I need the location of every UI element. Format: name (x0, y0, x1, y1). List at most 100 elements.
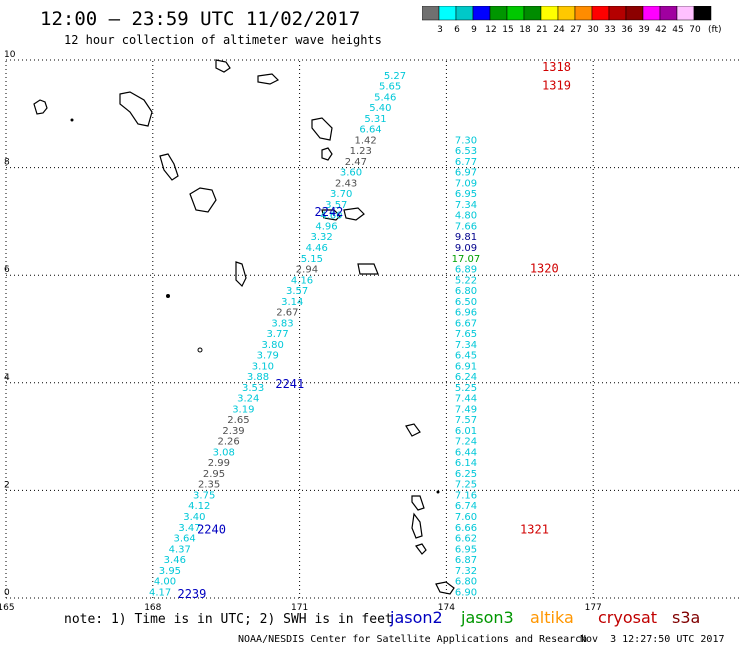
colorbar-label: 33 (604, 25, 615, 35)
colorbar-legend: 3 6 9 12 15 18 21 24 27 30 33 36 39 42 45 70 (ft) (422, 6, 722, 35)
swh-value: 3.57 (286, 286, 308, 297)
colorbar-label: 12 (485, 25, 496, 35)
y-tick-label: 4 (4, 373, 10, 383)
island-outline (119, 91, 153, 127)
swh-value: 6.62 (455, 534, 477, 545)
note-text: note: 1) Time is in UTC; 2) SWH is in fe… (64, 612, 393, 627)
colorbar-label: 21 (536, 25, 547, 35)
swh-value: 6.25 (455, 469, 477, 480)
swh-value: 6.80 (455, 577, 477, 588)
swh-value: 1.23 (350, 146, 372, 157)
pass-label: 2241 (275, 377, 304, 391)
swh-value: 6.77 (455, 157, 477, 168)
swh-value: 3.79 (257, 351, 279, 362)
swh-value: 3.46 (164, 555, 186, 566)
swh-value: 7.57 (455, 415, 477, 426)
swh-value: 7.32 (455, 566, 477, 577)
island-outline (343, 207, 365, 221)
y-tick-label: 10 (4, 50, 16, 60)
y-tick-label: 0 (4, 588, 10, 598)
island-outlines (33, 59, 455, 595)
island-outline (189, 187, 217, 213)
colorbar-label: 6 (454, 25, 460, 35)
swh-value: 4.12 (188, 501, 210, 512)
y-tick-label: 8 (4, 158, 10, 168)
swh-value: 6.96 (455, 308, 477, 319)
swh-value: 5.25 (455, 383, 477, 394)
swh-value: 3.47 (178, 523, 200, 534)
x-tick-label: 177 (585, 603, 602, 613)
colorbar-label: 36 (621, 25, 633, 35)
colorbar-label: 45 (672, 25, 683, 35)
swh-value: 5.65 (379, 82, 401, 93)
swh-value: 7.49 (455, 404, 477, 415)
swh-value: 3.14 (281, 297, 303, 308)
swh-value: 3.53 (242, 383, 264, 394)
pass-label: 1318 (542, 60, 571, 74)
swh-value: 6.45 (455, 351, 477, 362)
island-outline (411, 512, 423, 539)
swh-value: 2.47 (345, 157, 367, 168)
island-dot (70, 118, 74, 122)
swh-value: 4.80 (455, 211, 477, 222)
satellite-s3a: s3a (672, 608, 701, 627)
swh-value: 7.34 (455, 340, 477, 351)
swh-value: 5.40 (369, 103, 391, 114)
swh-value: 17.07 (452, 254, 481, 265)
island-outline (215, 59, 231, 73)
swh-value: 6.24 (455, 372, 477, 383)
island-outline (159, 153, 179, 181)
swh-value: 5.15 (301, 254, 323, 265)
y-tick-label: 6 (4, 265, 10, 275)
swh-value: 4.60 (320, 211, 342, 222)
colorbar-label: 27 (570, 25, 581, 35)
swh-value: 7.34 (455, 200, 477, 211)
swh-value: 3.08 (213, 447, 235, 458)
swh-value: 6.44 (455, 447, 477, 458)
colorbar-label: 9 (471, 25, 477, 35)
swh-value: 6.53 (455, 146, 477, 157)
swh-value: 5.46 (374, 92, 396, 103)
pass-label: 2240 (197, 522, 226, 536)
timestamp-text: Nov 3 12:27:50 UTC 2017 (580, 634, 725, 645)
island-dot (436, 490, 440, 494)
swh-value: 7.24 (455, 437, 477, 448)
swh-value: 7.30 (455, 135, 477, 146)
pass-label: 2239 (177, 587, 206, 601)
swh-value: 3.60 (340, 168, 362, 179)
pass-label: 1319 (542, 79, 571, 93)
satellite-jason2: jason2 (390, 608, 443, 627)
swh-value: 6.01 (455, 426, 477, 437)
grid-lines (5, 59, 740, 599)
swh-value: 6.67 (455, 318, 477, 329)
swh-value: 6.91 (455, 361, 477, 372)
swh-value: 3.70 (330, 189, 352, 200)
island-outline (415, 543, 427, 555)
swh-value: 6.66 (455, 523, 477, 534)
swh-value: 4.46 (306, 243, 328, 254)
swh-value: 6.97 (455, 168, 477, 179)
swh-value: 3.77 (266, 329, 288, 340)
page-subtitle: 12 hour collection of altimeter wave hei… (64, 33, 382, 47)
swh-value: 6.74 (455, 501, 477, 512)
x-tick-label: 165 (0, 603, 15, 613)
pass-label: 2242 (315, 205, 344, 219)
swh-value: 3.24 (237, 394, 259, 405)
swh-value: 6.14 (455, 458, 477, 469)
island-outline (405, 423, 421, 437)
island-outline (411, 495, 425, 511)
swh-value: 6.95 (455, 544, 477, 555)
swh-value: 7.60 (455, 512, 477, 523)
island-outline (311, 117, 333, 141)
colorbar-label: 18 (519, 25, 531, 35)
island-dot (166, 294, 170, 298)
swh-value: 6.95 (455, 189, 477, 200)
pass-label: 1320 (530, 262, 559, 276)
swh-value: 2.94 (296, 265, 318, 276)
swh-value: 6.89 (455, 265, 477, 276)
swh-value: 5.31 (364, 114, 386, 125)
satellite-jason3: jason3 (461, 608, 514, 627)
page-title: 12:00 – 23:59 UTC 11/02/2017 (40, 8, 361, 30)
pass-label: 1321 (520, 522, 549, 536)
swh-value: 3.19 (232, 404, 254, 415)
